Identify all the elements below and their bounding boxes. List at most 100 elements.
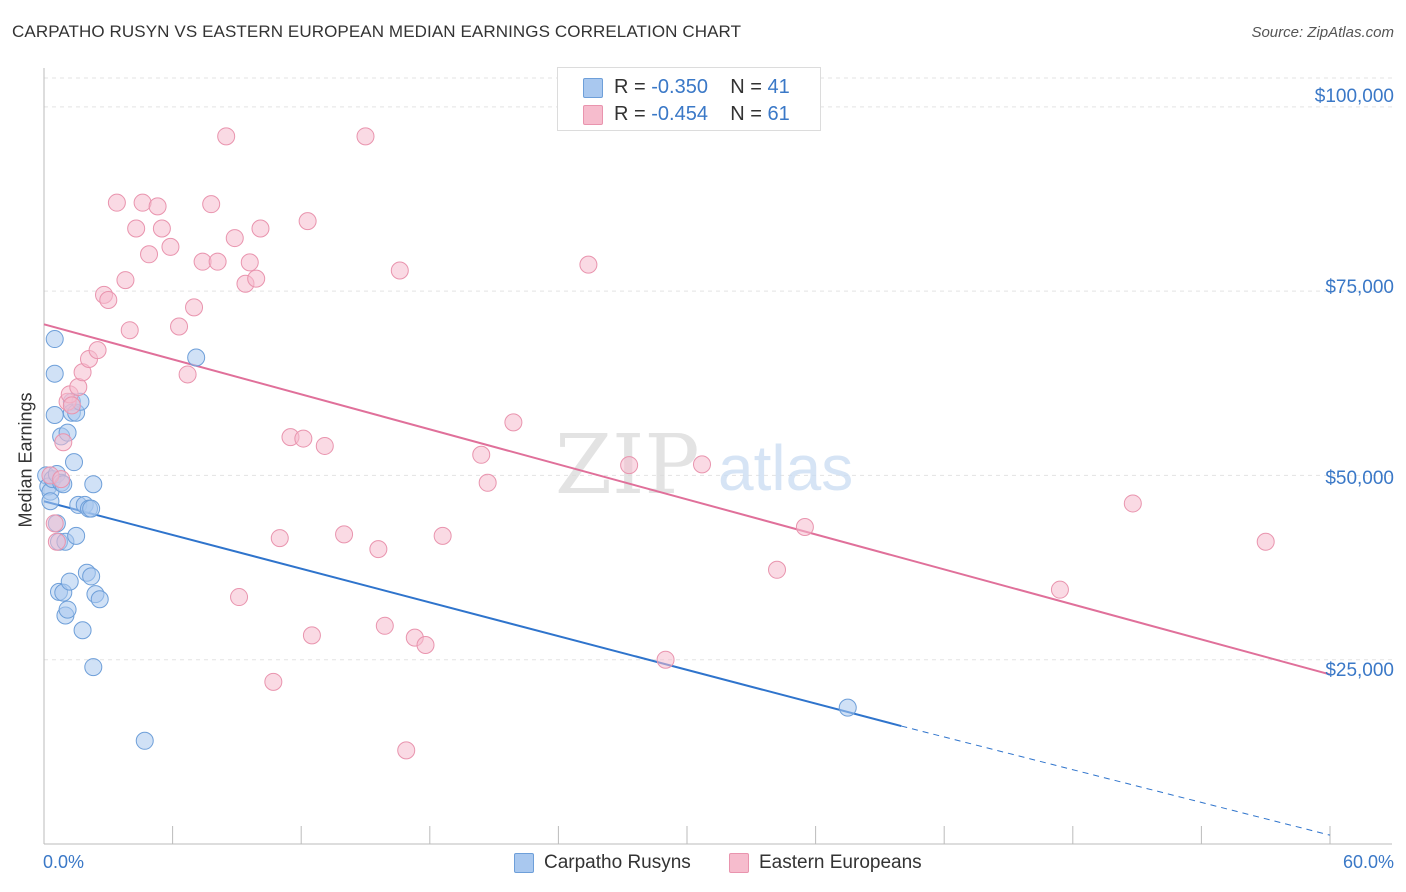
legend-n-label: N = [730,76,768,98]
point-eastern [178,365,197,384]
point-eastern [120,321,139,340]
point-eastern [335,525,354,544]
point-eastern [433,526,452,545]
point-eastern [247,269,266,288]
trend-carpatho [43,500,902,728]
point-eastern [47,532,66,551]
point-eastern [264,672,283,691]
point-eastern [152,219,171,238]
point-eastern [127,219,146,238]
grid-lines [44,77,1392,661]
point-eastern [397,741,416,760]
point-eastern [504,413,523,432]
legend-r-value: -0.350 [651,76,708,98]
point-eastern [270,529,289,548]
point-eastern [302,626,321,645]
point-eastern [107,193,126,212]
legend-r-value: -0.454 [651,103,708,125]
y-tick-label-75000: $75,000 [1325,277,1394,298]
point-eastern [315,436,334,455]
point-eastern [251,219,270,238]
legend-label-eastern: Eastern Europeans [759,852,922,873]
point-eastern [45,514,64,533]
point-eastern [99,290,118,309]
point-eastern [116,271,135,290]
point-eastern [54,433,73,452]
point-eastern [472,445,491,464]
legend-swatch-blue [514,853,534,873]
point-carpatho [82,499,101,518]
point-carpatho [73,621,92,640]
point-eastern [193,252,212,271]
x-tick-label-min: 0.0% [43,852,85,872]
point-carpatho [45,330,64,349]
y-tick-label-100000: $100,000 [1314,86,1394,107]
point-eastern [62,396,81,415]
point-carpatho [67,526,86,545]
point-eastern [768,560,787,579]
point-eastern [1256,532,1275,551]
legend-n-label: N = [730,103,768,125]
point-eastern [693,455,712,474]
chart-title: CARPATHO RUSYN VS EASTERN EUROPEAN MEDIA… [12,22,742,41]
trend-lines [43,323,1331,836]
point-eastern [225,229,244,248]
point-carpatho [82,567,101,586]
point-carpatho [187,348,206,367]
point-eastern [375,616,394,635]
point-carpatho [65,453,84,472]
y-tick-label-25000: $25,000 [1325,660,1394,681]
point-eastern [148,197,167,216]
x-tick-label-max: 60.0% [1342,852,1394,872]
point-carpatho [84,475,103,494]
point-eastern [217,127,236,146]
point-carpatho [58,600,77,619]
point-carpatho [90,590,109,609]
point-eastern [202,195,221,214]
source-label: Source: ZipAtlas.com [1251,24,1394,41]
legend-n-value: 41 [767,76,790,98]
point-eastern [294,429,313,448]
point-eastern [656,650,675,669]
legend-swatch-pink [583,105,603,125]
legend-swatch-blue [583,78,603,98]
point-eastern [133,193,152,212]
point-eastern [140,245,159,264]
point-eastern [161,237,180,256]
point-eastern [185,298,204,317]
trend-eastern [43,323,1331,676]
point-eastern [88,341,107,360]
point-eastern [620,456,639,475]
point-eastern [52,470,71,489]
legend-r-label: R = [614,76,652,98]
point-eastern [208,252,227,271]
legend-r-label: R = [614,103,652,125]
point-eastern [298,212,317,231]
point-eastern [390,261,409,280]
y-axis-label: Median Earnings [15,392,36,528]
legend-label-carpatho: Carpatho Rusyns [544,852,691,873]
point-carpatho [60,572,79,591]
point-eastern [230,588,249,607]
point-carpatho [135,731,154,750]
point-carpatho [45,405,64,424]
stats-legend: R = -0.350 N = 41 R = -0.454 N = 61 [557,67,821,131]
point-eastern [795,518,814,537]
point-eastern [416,635,435,654]
point-carpatho [41,492,60,511]
point-eastern [240,253,259,272]
axes [43,68,1392,845]
point-eastern [356,127,375,146]
point-eastern [579,255,598,274]
point-eastern [478,473,497,492]
trend-carpatho-extension [901,725,1331,836]
data-points [37,127,1275,760]
point-eastern [369,540,388,559]
point-eastern [170,317,189,336]
point-carpatho [838,698,857,717]
legend-swatch-pink [729,853,749,873]
legend-n-value: 61 [767,103,790,125]
y-tick-label-50000: $50,000 [1325,468,1394,489]
watermark-atlas: atlas [718,432,853,504]
